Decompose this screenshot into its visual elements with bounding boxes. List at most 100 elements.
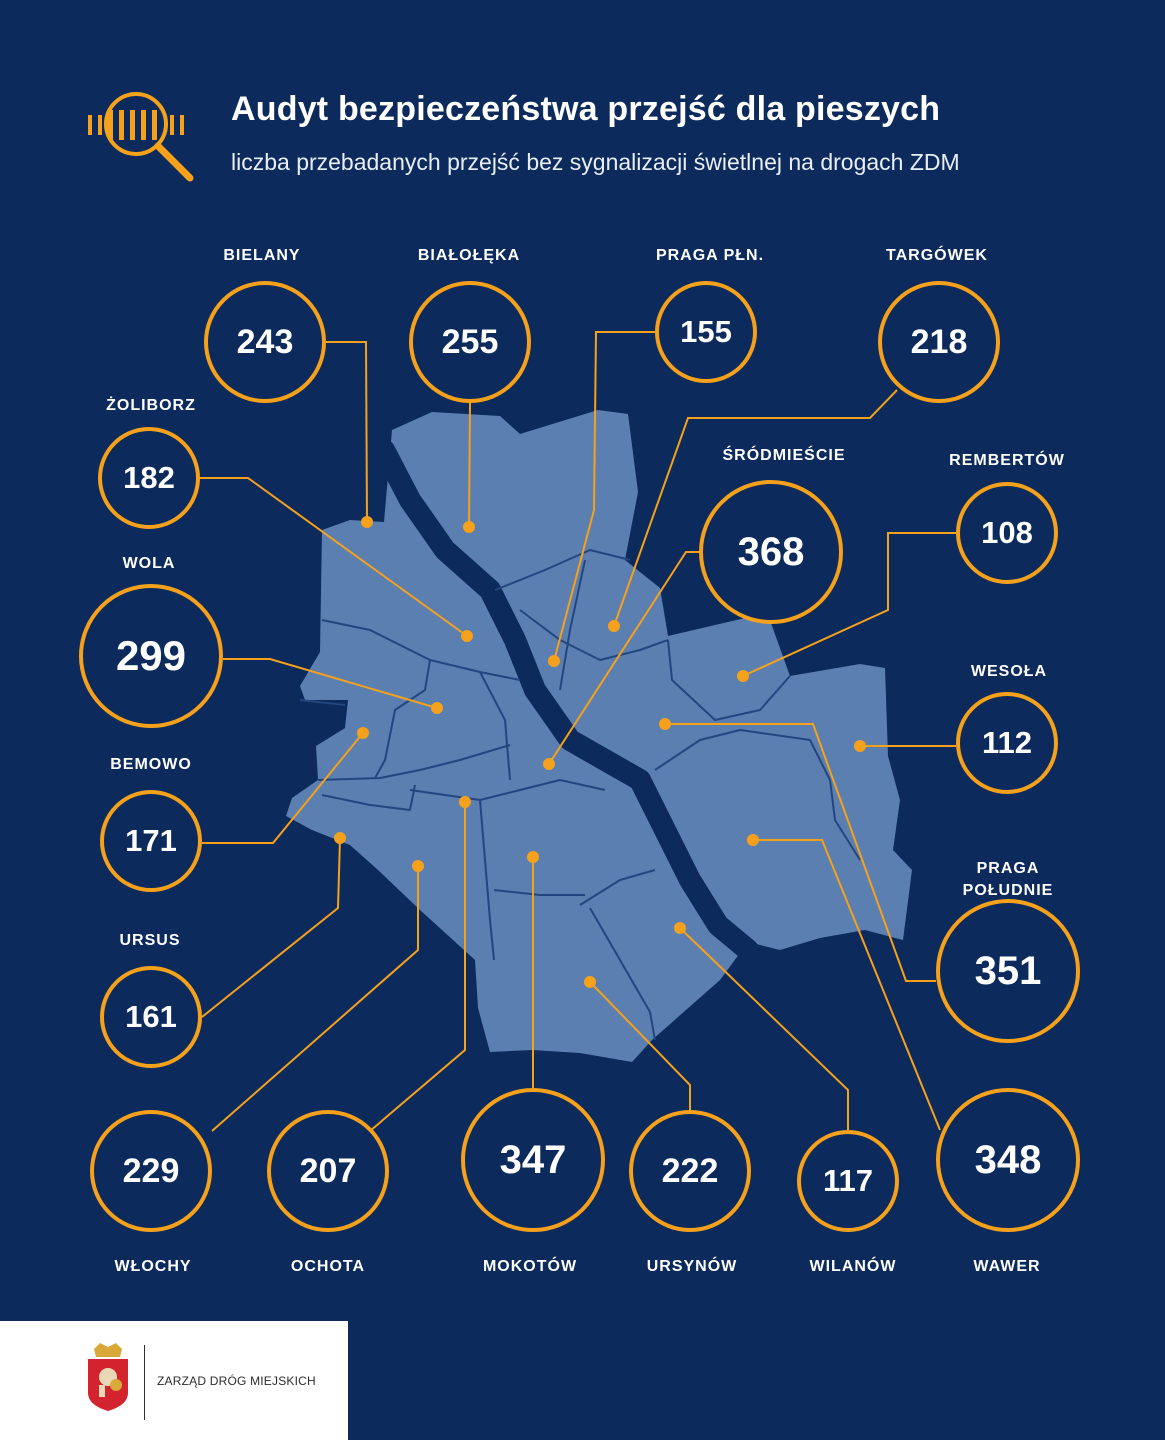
bemowo-map-dot <box>357 727 369 739</box>
bemowo-label: BEMOWO <box>110 756 192 773</box>
bemowo-value: 171 <box>125 823 177 858</box>
rembertow-value-circle: 108 <box>956 482 1058 584</box>
bialoleka-map-dot <box>463 521 475 533</box>
zoliborz-value-circle: 182 <box>98 427 200 529</box>
targowek-label: TARGÓWEK <box>886 247 988 264</box>
targowek-connector-line <box>613 389 898 627</box>
ochota-map-dot <box>459 796 471 808</box>
wawer-value-circle: 348 <box>936 1088 1080 1232</box>
praga-pld-connector-line <box>665 723 936 982</box>
targowek-map-dot <box>608 620 620 632</box>
praga-pld-label: PRAGA POŁUDNIE <box>962 860 1054 899</box>
ochota-label: OCHOTA <box>290 1258 366 1275</box>
praga-pln-value: 155 <box>680 314 732 349</box>
bielany-value-circle: 243 <box>204 281 326 403</box>
ochota-connector-line <box>369 802 466 1132</box>
mokotow-label: MOKOTÓW <box>482 1258 578 1275</box>
footer-divider <box>144 1345 145 1420</box>
zoliborz-label: ŻOLIBORZ <box>106 397 196 414</box>
wlochy-connector-line <box>211 866 419 1132</box>
wola-connector-line <box>223 658 438 709</box>
bialoleka-connector-line <box>468 402 471 528</box>
rembertow-connector-line <box>742 532 956 677</box>
wlochy-value-circle: 229 <box>90 1110 212 1232</box>
praga-pln-connector-line <box>553 331 655 662</box>
organization-name: ZARZĄD DRÓG MIEJSKICH <box>157 1374 316 1388</box>
ursynow-connector-line <box>589 981 691 1110</box>
rembertow-map-dot <box>737 670 749 682</box>
ursus-value-circle: 161 <box>100 966 202 1068</box>
targowek-value: 218 <box>910 322 968 361</box>
bialoleka-value-circle: 255 <box>409 281 531 403</box>
ursynow-value-circle: 222 <box>629 1110 751 1232</box>
srodmiescie-connector-line <box>548 551 700 765</box>
wilanow-value-circle: 117 <box>797 1130 899 1232</box>
ursus-value: 161 <box>125 999 177 1034</box>
targowek-value-circle: 218 <box>878 281 1000 403</box>
wlochy-label: WŁOCHY <box>114 1258 192 1275</box>
rembertow-value: 108 <box>981 515 1033 550</box>
zoliborz-value: 182 <box>123 460 175 495</box>
srodmiescie-label: ŚRÓDMIEŚCIE <box>722 447 846 464</box>
ursynow-value: 222 <box>661 1151 719 1190</box>
connector-lines <box>200 331 956 1132</box>
ursus-map-dot <box>334 832 346 844</box>
wawer-connector-line <box>753 839 941 1131</box>
mokotow-value: 347 <box>499 1137 567 1182</box>
praga-pln-label: PRAGA PŁN. <box>655 247 765 264</box>
vistula-river <box>373 439 759 961</box>
page-subtitle: liczba przebadanych przejść bez sygnaliz… <box>231 149 960 175</box>
ochota-value: 207 <box>299 1151 357 1190</box>
zoliborz-connector-line <box>200 477 468 637</box>
bielany-map-dot <box>361 516 373 528</box>
ursynow-label: URSYNÓW <box>646 1258 738 1275</box>
praga-pln-map-dot <box>548 655 560 667</box>
ochota-value-circle: 207 <box>267 1110 389 1232</box>
wawer-map-dot <box>747 834 759 846</box>
wesola-value: 112 <box>981 725 1032 760</box>
wilanow-connector-line <box>679 927 849 1130</box>
wlochy-value: 229 <box>122 1151 180 1190</box>
wesola-label: WESOŁA <box>970 663 1048 680</box>
warsaw-crest-icon <box>86 1343 130 1416</box>
wola-label: WOLA <box>122 555 176 572</box>
wilanow-value: 117 <box>822 1163 873 1198</box>
srodmiescie-value-circle: 368 <box>699 480 843 624</box>
bielany-value: 243 <box>236 322 294 361</box>
ursus-label: URSUS <box>119 932 181 949</box>
city-shape <box>286 410 912 1062</box>
district-borders <box>299 549 861 1041</box>
bemowo-connector-line <box>202 732 364 844</box>
zoliborz-map-dot <box>461 630 473 642</box>
wola-value-circle: 299 <box>79 584 223 728</box>
ursus-connector-line <box>201 837 341 1018</box>
bielany-connector-line <box>326 341 368 523</box>
footer: ZARZĄD DRÓG MIEJSKICH <box>0 1321 348 1440</box>
magnifier-crosswalk-icon <box>86 88 198 189</box>
praga-pld-map-dot <box>659 718 671 730</box>
wawer-value: 348 <box>974 1137 1042 1182</box>
wola-map-dot <box>431 702 443 714</box>
wawer-label: WAWER <box>973 1258 1041 1275</box>
wola-value: 299 <box>115 632 187 679</box>
srodmiescie-map-dot <box>543 758 555 770</box>
mokotow-map-dot <box>527 851 539 863</box>
bielany-label: BIELANY <box>223 247 301 264</box>
ursynow-map-dot <box>584 976 596 988</box>
bialoleka-label: BIAŁOŁĘKA <box>417 247 521 264</box>
wesola-value-circle: 112 <box>956 692 1058 794</box>
wlochy-map-dot <box>412 860 424 872</box>
bialoleka-value: 255 <box>441 322 499 361</box>
rembertow-label: REMBERTÓW <box>949 452 1065 469</box>
srodmiescie-value: 368 <box>737 529 805 574</box>
praga-pld-value: 351 <box>974 948 1042 993</box>
praga-pld-value-circle: 351 <box>936 899 1080 1043</box>
wilanow-map-dot <box>674 922 686 934</box>
district-dots <box>334 516 866 988</box>
praga-pln-value-circle: 155 <box>655 281 757 383</box>
bemowo-value-circle: 171 <box>100 790 202 892</box>
wilanow-label: WILANÓW <box>809 1258 897 1275</box>
mokotow-value-circle: 347 <box>461 1088 605 1232</box>
